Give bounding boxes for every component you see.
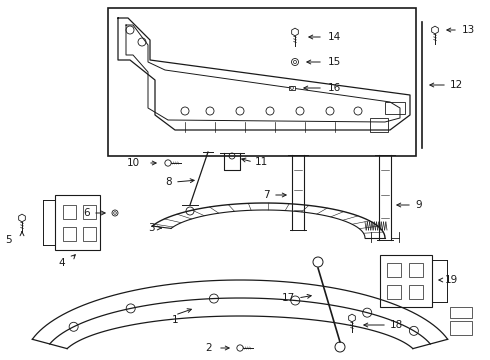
Text: 1: 1 [172,315,178,325]
Bar [450,321,472,335]
Text: 12: 12 [450,80,463,90]
Bar [380,255,432,307]
Bar [55,195,100,250]
Bar [387,285,401,299]
Polygon shape [292,28,298,36]
Circle shape [237,345,243,351]
Bar [387,263,401,277]
Text: 17: 17 [282,293,295,303]
Text: 13: 13 [462,25,475,35]
Text: 8: 8 [166,177,172,187]
Text: 3: 3 [148,223,155,233]
Text: 11: 11 [255,157,268,167]
Text: 9: 9 [415,200,421,210]
Text: 16: 16 [328,83,341,93]
Bar [450,307,472,318]
Text: 19: 19 [445,275,458,285]
Circle shape [112,210,118,216]
Bar [370,118,388,132]
Bar [108,8,416,156]
Bar [83,205,96,219]
Polygon shape [349,314,355,322]
Circle shape [165,160,171,166]
Text: 18: 18 [390,320,403,330]
Text: 10: 10 [127,158,140,168]
Bar [63,205,76,219]
Text: 14: 14 [328,32,341,42]
Text: 7: 7 [264,190,270,200]
Bar [385,102,405,114]
Bar [289,86,295,90]
Text: 15: 15 [328,57,341,67]
Polygon shape [432,26,439,34]
Circle shape [292,58,298,66]
Text: 2: 2 [205,343,212,353]
Text: 6: 6 [83,208,90,218]
Bar [409,285,423,299]
Bar [83,227,96,241]
Polygon shape [19,214,25,222]
Text: 4: 4 [59,258,65,268]
Text: 5: 5 [5,235,11,245]
Bar [409,263,423,277]
Bar [63,227,76,241]
